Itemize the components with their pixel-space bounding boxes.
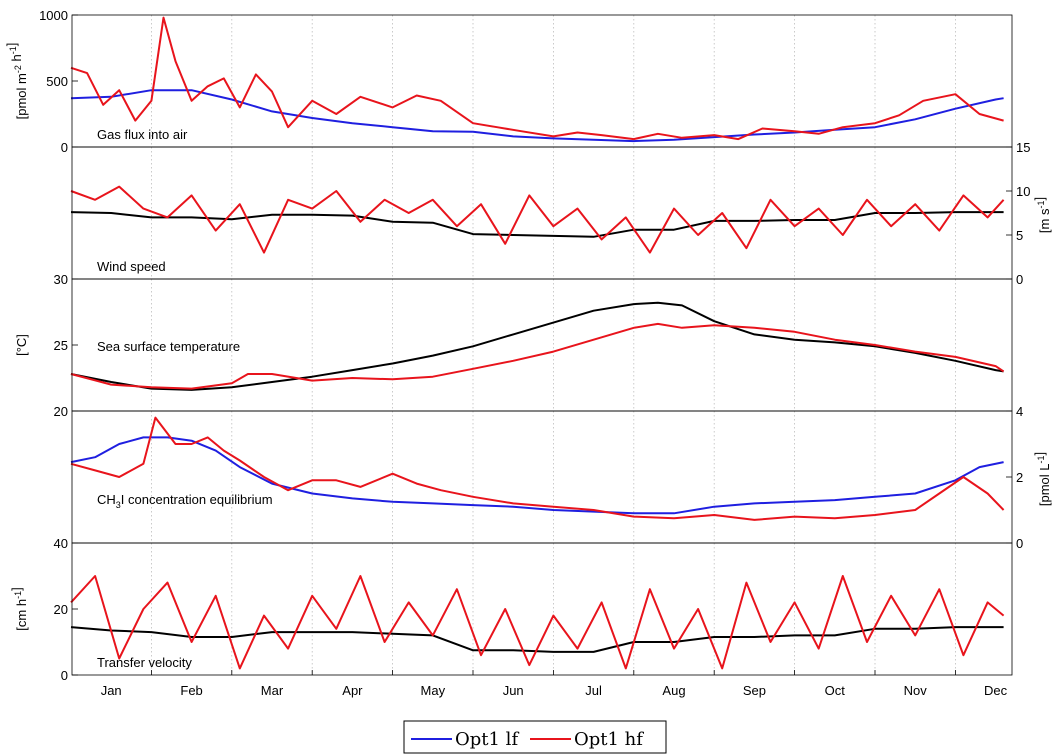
panel-ch3i: 0 2 4 CH3I concentration equilibrium [pmol L… <box>70 404 1052 551</box>
series-opt1-hf-line <box>70 185 1005 254</box>
series-opt1-lf-line <box>70 211 1004 238</box>
legend: Opt1 lf Opt1 hf <box>403 720 667 754</box>
month-axis: Jan Feb Mar Apr May Jun Jul Aug Sep Oct Nov Dec <box>101 670 1008 698</box>
legend-hf-label: Opt1 hf <box>574 729 644 750</box>
panel-gas-flux: 0 500 1000 Gas flux into air [pmol m-2 h-1] <box>4 8 1013 155</box>
legend-box <box>403 720 667 754</box>
y-tick-right-label: 0 <box>1016 272 1023 287</box>
legend-lf-label: Opt1 lf <box>455 729 519 750</box>
series-opt1-hf-line <box>70 322 1005 390</box>
y-tick-right-label: 4 <box>1016 404 1023 419</box>
y-axis-label: [cm h-1] <box>9 587 29 630</box>
panel-title: Sea surface temperature <box>97 339 240 354</box>
y-tick-right-label: 5 <box>1016 228 1023 243</box>
series-opt1-hf-line <box>70 16 1004 141</box>
y-axis-label: [pmol m-2 h-1] <box>4 43 29 120</box>
series-opt1-hf-line <box>70 416 1005 521</box>
month-label: May <box>421 683 446 698</box>
month-label: Mar <box>261 683 284 698</box>
month-label: Feb <box>180 683 202 698</box>
series-opt1-lf-line <box>70 301 1004 391</box>
y-tick-right-label: 2 <box>1016 470 1023 485</box>
month-label: Jan <box>101 683 122 698</box>
panel-title: Gas flux into air <box>97 127 188 142</box>
y-tick-label: 1000 <box>39 8 68 23</box>
month-label: Sep <box>743 683 766 698</box>
y-tick-label: 20 <box>54 404 68 419</box>
series-opt1-lf-line <box>70 436 1004 515</box>
y-tick-label: 30 <box>54 272 68 287</box>
y-axis-label: [pmol L-1] <box>1032 452 1052 506</box>
month-label: Apr <box>342 683 363 698</box>
panel-frame <box>71 410 1013 544</box>
month-label: Nov <box>904 683 928 698</box>
month-label: Jul <box>585 683 602 698</box>
month-label: Jun <box>503 683 524 698</box>
panel-sst: 20 25 30 Sea surface temperature [°C] <box>14 272 1013 419</box>
y-tick-label: 20 <box>54 602 68 617</box>
series-opt1-lf-line <box>70 89 1004 143</box>
y-tick-label: 25 <box>54 338 68 353</box>
month-label: Oct <box>825 683 846 698</box>
panel-title: Transfer velocity <box>97 655 192 670</box>
y-tick-label: 500 <box>46 74 68 89</box>
y-axis-label: [m s-1] <box>1032 197 1052 233</box>
y-tick-label: 0 <box>61 668 68 683</box>
month-label: Dec <box>984 683 1008 698</box>
month-label: Aug <box>662 683 685 698</box>
y-tick-right-label: 10 <box>1016 184 1030 199</box>
series-opt1-hf-line <box>70 575 1005 670</box>
panel-title: CH3I concentration equilibrium <box>97 492 273 510</box>
panel-transfer: 0 20 40 Transfer velocity [cm h-1] <box>9 536 1013 683</box>
y-tick-label: 0 <box>61 140 68 155</box>
y-tick-right-label: 15 <box>1016 140 1030 155</box>
y-tick-label: 40 <box>54 536 68 551</box>
panel-title: Wind speed <box>97 259 166 274</box>
panel-wind-speed: 0 5 10 15 Wind speed [m s-1] <box>70 140 1052 287</box>
y-tick-right-label: 0 <box>1016 536 1023 551</box>
y-axis-label: [°C] <box>14 334 29 356</box>
panel-frame <box>71 542 1013 676</box>
